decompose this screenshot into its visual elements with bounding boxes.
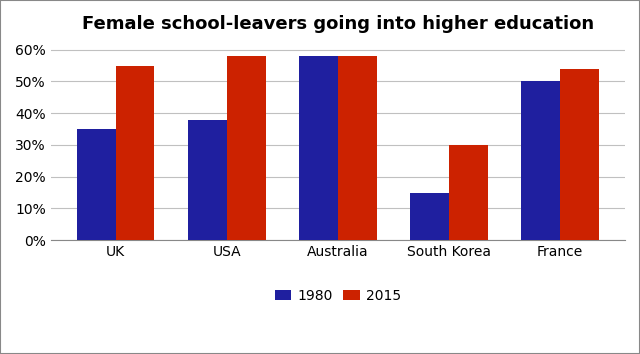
Bar	[410, 193, 449, 240]
Bar	[449, 145, 488, 240]
Bar	[299, 56, 338, 240]
Bar	[116, 65, 154, 240]
Bar	[77, 129, 116, 240]
Bar	[227, 56, 266, 240]
Bar	[338, 56, 377, 240]
Title: Female school-leavers going into higher education: Female school-leavers going into higher …	[82, 15, 594, 33]
Bar	[188, 120, 227, 240]
Bar	[521, 81, 560, 240]
Legend: 1980, 2015: 1980, 2015	[269, 283, 406, 308]
Bar	[560, 69, 599, 240]
